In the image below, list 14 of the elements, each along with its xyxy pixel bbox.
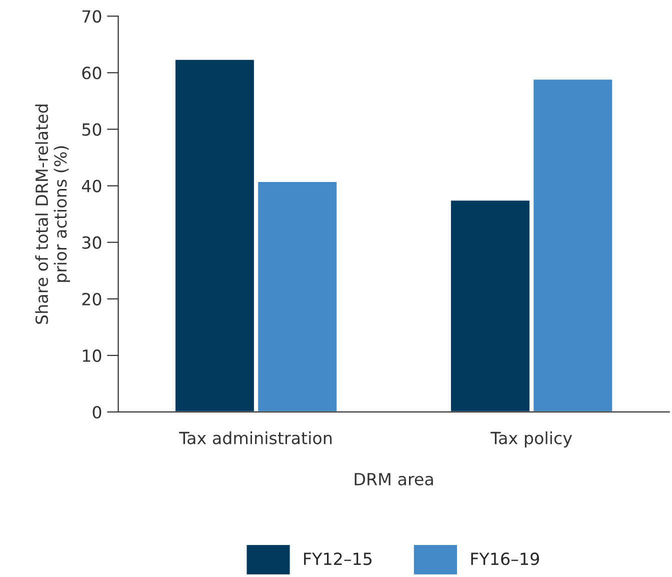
y-tick-label: 40 <box>82 180 102 192</box>
y-tick-label: 70 <box>82 10 102 23</box>
x-tick-label: Tax policy <box>490 431 572 448</box>
y-tick-label: 60 <box>82 66 102 80</box>
y-axis-title: Share of total DRM-related prior actions (%) <box>35 104 70 324</box>
legend-label: FY12–15 <box>304 552 372 566</box>
x-tick-label: Tax administration <box>179 431 332 444</box>
y-tick-label: 30 <box>82 236 102 249</box>
y-tick-label: 20 <box>82 292 102 306</box>
y-tick-label: 50 <box>82 123 102 136</box>
x-axis-title: DRM area <box>354 473 433 486</box>
y-tick-label: 0 <box>92 406 102 419</box>
legend-label: FY16–19 <box>471 552 539 566</box>
y-tick-label: 10 <box>82 349 102 362</box>
